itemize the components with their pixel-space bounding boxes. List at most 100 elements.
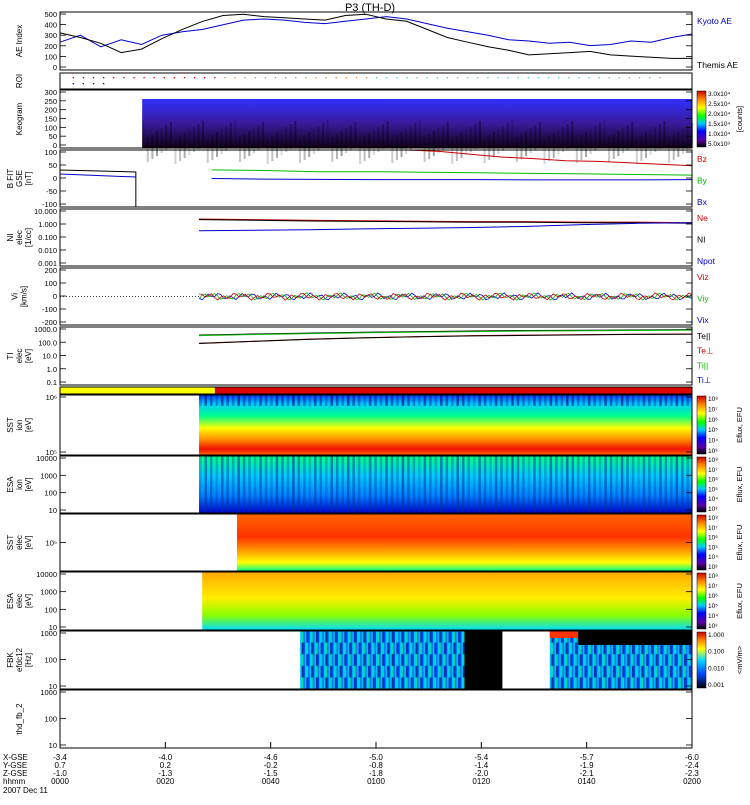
fbk-cell — [564, 665, 567, 678]
fbk-cell — [377, 642, 380, 655]
esa_i-stripe — [286, 456, 290, 513]
fbk-cell — [654, 642, 657, 655]
panel-frame — [59, 394, 693, 456]
fbk-cell — [304, 654, 307, 667]
fbk-cell — [355, 631, 358, 644]
fbk-cell — [639, 642, 642, 655]
fbk-cell — [559, 642, 562, 655]
legend-entry: Viy — [697, 294, 709, 304]
panel-tick-label: 0.001 — [38, 259, 57, 268]
fbk-cell — [579, 642, 582, 655]
fbk-cell — [658, 677, 661, 690]
fbk-cell — [336, 654, 339, 667]
fbk-cell — [595, 654, 598, 667]
panel-ylabel: [Hz] — [24, 653, 33, 667]
colorbar-label: 10³ — [708, 506, 718, 513]
bfit-early-trace — [59, 169, 137, 207]
fbk-cell — [431, 665, 434, 678]
fbk-cell — [312, 631, 315, 644]
fbk-cell — [319, 642, 322, 655]
sst_i-stripe — [450, 395, 454, 406]
esa_i-stripe — [401, 456, 405, 513]
z-gse-value: -2.3 — [685, 769, 699, 778]
fbk-cell — [382, 642, 385, 655]
fbk-cell — [668, 677, 671, 690]
bfit-early-trace — [59, 173, 136, 178]
fbk-cell — [413, 665, 416, 678]
fbk-cell — [451, 677, 454, 690]
esa_i-stripe — [352, 456, 355, 513]
panel-tick-label: 300 — [44, 88, 57, 97]
fbk-cell — [355, 665, 358, 678]
fbk-cell — [462, 642, 465, 655]
panel-tick-label: 1000 — [40, 629, 57, 638]
fbk-cell — [353, 631, 356, 644]
panel-tick-label: 0 — [53, 141, 57, 150]
fbk-cell — [401, 677, 404, 690]
fbk-cell — [559, 665, 562, 678]
fbk-cell — [669, 654, 672, 667]
sst_i-spectrogram — [199, 395, 693, 455]
fbk-cell — [428, 654, 431, 667]
esa_i-stripe — [319, 456, 323, 513]
roi-dot — [102, 83, 105, 85]
fbk-cell — [347, 654, 350, 667]
fbk-cell — [428, 642, 431, 655]
keogram-stripe — [465, 130, 468, 155]
fbk-cell — [597, 665, 600, 678]
colorbar-label: 10⁷ — [708, 583, 718, 590]
fbk-cell — [308, 677, 311, 690]
fbk-cell — [379, 677, 382, 690]
fbk-cell — [458, 665, 461, 678]
fbk-cell — [458, 654, 461, 667]
fbk-cell — [649, 642, 652, 655]
fbk-cell — [336, 665, 339, 678]
fbk-cell — [455, 665, 458, 678]
fbk-cell — [584, 665, 587, 678]
fbk-cell — [300, 654, 303, 667]
panel-tick-label: 100.0 — [38, 338, 57, 347]
sst_i-stripe — [215, 395, 218, 406]
fbk-cell — [461, 631, 464, 644]
fbk-cell — [570, 654, 573, 667]
fbk-cell — [309, 631, 312, 644]
status-bar-yellow — [60, 387, 215, 394]
fbk-cell — [660, 665, 663, 678]
fbk-cell — [304, 677, 307, 690]
fbk-cell — [360, 677, 363, 690]
roi-dot — [517, 77, 519, 79]
fbk-cell — [331, 665, 334, 678]
axis-row-label-y: Y-GSE — [3, 761, 27, 770]
fbk-cell — [582, 677, 586, 690]
fbk-cell — [661, 654, 665, 667]
fbk-cell — [671, 665, 674, 678]
fbk-cell — [357, 631, 360, 644]
colorbar-label: 10⁴ — [708, 554, 718, 561]
fbk-cell — [592, 677, 595, 690]
fbk-cell — [436, 631, 439, 644]
fbk-cell — [306, 631, 309, 644]
fbk-cell — [402, 665, 405, 678]
fbk-cell — [319, 665, 322, 678]
keogram-stripe — [243, 134, 246, 159]
panel-tick-label: 1.0 — [47, 365, 57, 374]
fbk-cell — [669, 642, 672, 655]
sst_i-stripe — [374, 395, 377, 406]
fbk-cell — [557, 654, 560, 667]
fbk-cell — [613, 642, 616, 655]
fbk-cell — [347, 631, 350, 644]
fbk-cell — [556, 665, 559, 678]
roi-dot — [92, 77, 95, 79]
panel-tick-label: 0.010 — [38, 246, 57, 255]
fbk-cell — [325, 642, 328, 655]
fbk-cell — [657, 654, 660, 667]
fbk-cell — [349, 654, 352, 667]
fbk-cell — [409, 677, 412, 690]
fbk-cell — [428, 665, 431, 678]
fbk-cell — [622, 677, 625, 690]
esa_i-stripe — [204, 456, 208, 513]
colorbar-label: 10⁵ — [708, 427, 718, 434]
roi-dot — [467, 77, 469, 79]
fbk-cell — [661, 665, 665, 678]
panel-ni: NI elec [1/cc]10.0001.0000.1000.0100.001Ne… — [6, 207, 716, 268]
